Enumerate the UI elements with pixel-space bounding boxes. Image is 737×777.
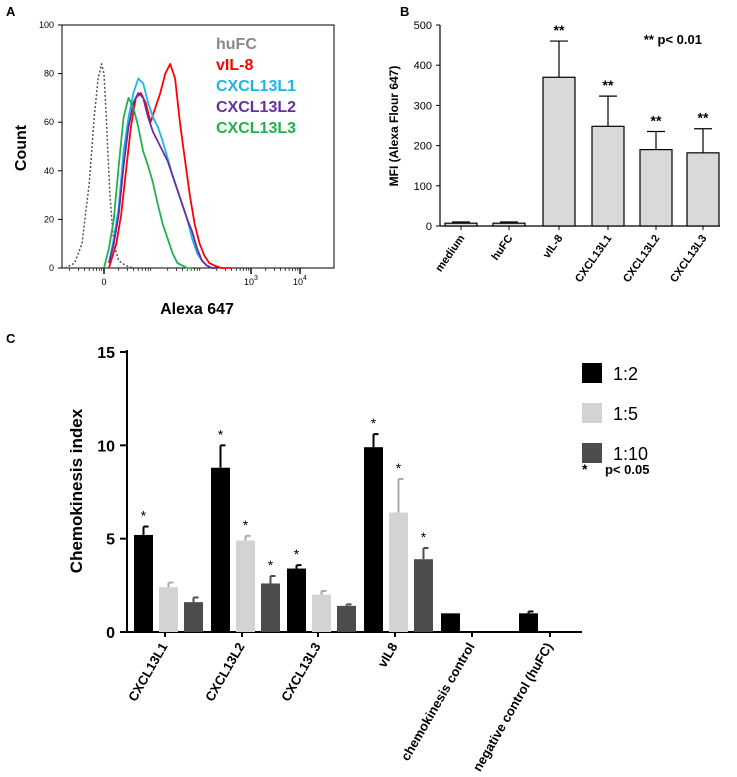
- panel-b-ytick-label: 400: [414, 60, 432, 72]
- significance-mark: **: [554, 22, 565, 38]
- panel-b-xtick-label: medium: [433, 233, 467, 275]
- bar-vil8-1-5: [389, 512, 408, 632]
- bar-cxcl13l1-1-5: [159, 587, 178, 632]
- bar-cxcl13l1-1-10: [184, 602, 203, 632]
- panel-label-a: A: [6, 4, 16, 19]
- panel-a-ylabel: Count: [13, 124, 30, 171]
- legend-label-1-10: 1:10: [613, 444, 648, 464]
- significance-mark: *: [141, 508, 147, 524]
- bar-cxcl13l3-1-2: [287, 568, 306, 632]
- panel-c-xtick-label: chemokinesis control: [398, 640, 478, 763]
- panel-a-xtick-label: 0: [101, 277, 106, 287]
- panel-a-ytick-label: 80: [44, 69, 54, 79]
- panel-b-xtick-label: CXCL13L2: [621, 233, 662, 285]
- significance-mark: *: [371, 415, 377, 431]
- panel-c-ytick-label: 10: [97, 438, 115, 455]
- panel-c-annotation-text: p< 0.05: [605, 462, 649, 477]
- legend-cxcl13l1: CXCL13L1: [216, 78, 296, 95]
- bar-cxcl13l2-1-10: [261, 583, 280, 632]
- panel-label-c: C: [6, 331, 16, 346]
- panel-c-xtick-label: CXCL13L2: [202, 640, 248, 704]
- significance-mark: *: [243, 517, 249, 533]
- bar-medium: [444, 222, 478, 227]
- bar-hufc: [492, 222, 526, 227]
- legend-hufc: huFC: [216, 36, 257, 53]
- bar-cxcl13l2: [639, 149, 673, 227]
- significance-mark: *: [396, 460, 402, 476]
- legend-label-1-2: 1:2: [613, 364, 638, 384]
- panel-a-xtick-label: 103: [244, 275, 258, 287]
- significance-mark: **: [603, 77, 614, 93]
- panel-b-xtick-label: huFC: [490, 233, 516, 263]
- panel-c-ytick-label: 5: [106, 532, 115, 549]
- panel-b-xtick-label: CXCL13L1: [573, 233, 614, 285]
- bar-cxcl13l3-1-5: [312, 594, 331, 632]
- panel-b-ylabel: MFI (Alexa Flour 647): [387, 66, 401, 187]
- panel-b-ytick-label: 0: [426, 221, 432, 233]
- legend-vil-8: vIL-8: [216, 57, 253, 74]
- bar-cxcl13l3-1-10: [337, 605, 356, 632]
- legend-label-1-5: 1:5: [613, 404, 638, 424]
- panel-a-ytick-label: 60: [44, 117, 54, 127]
- histogram-cxcl13l2: [108, 92, 217, 269]
- bar-chemokinesis-control-1-2: [441, 613, 460, 632]
- panel-a-xlabel: Alexa 647: [160, 301, 234, 318]
- bar-negative-control-hufc--1-2: [519, 613, 538, 632]
- bar-vil8-1-10: [414, 559, 433, 632]
- histogram-vil-8: [108, 63, 232, 269]
- bar-cxcl13l3: [686, 152, 720, 227]
- panel-c-xtick-label: negative control (huFC): [470, 640, 556, 774]
- histogram-hufc: [64, 63, 134, 269]
- bar-vil-8: [542, 76, 576, 227]
- panel-c-xtick-label: vIL8: [375, 640, 401, 670]
- panel-c-ytick-label: 0: [106, 625, 115, 642]
- panel-b-ytick-label: 200: [414, 141, 432, 153]
- legend-swatch-1-2: [582, 363, 602, 383]
- panel-a-histogram: 0 20 40 60 80 100 0 103 104 huFC vIL-8 CXCL13L1 CX…: [13, 20, 335, 318]
- bar-cxcl13l2-1-2: [211, 467, 230, 632]
- bar-vil8-1-2: [364, 447, 383, 632]
- legend-cxcl13l2: CXCL13L2: [216, 99, 296, 116]
- significance-mark: *: [294, 546, 300, 562]
- histogram-cxcl13l1: [108, 77, 217, 269]
- significance-mark: **: [698, 110, 709, 126]
- panel-c-ylabel: Chemokinesis index: [67, 408, 86, 573]
- panel-b-ytick-label: 100: [414, 181, 432, 193]
- legend-swatch-1-10: [582, 443, 602, 463]
- panel-b-ytick-label: 500: [414, 20, 432, 32]
- panel-b-ytick-label: 300: [414, 100, 432, 112]
- panel-b-bar-chart: 0 100 200 300 400 500 ** ** ** ** medium huFC vIL-…: [387, 20, 720, 285]
- legend-swatch-1-5: [582, 403, 602, 423]
- panel-c-xtick-label: CXCL13L1: [125, 640, 171, 704]
- significance-mark: **: [651, 113, 662, 129]
- legend-cxcl13l3: CXCL13L3: [216, 120, 296, 137]
- bar-cxcl13l1: [591, 125, 625, 227]
- panel-a-ytick-label: 40: [44, 166, 54, 176]
- bar-cxcl13l1-1-2: [134, 534, 153, 632]
- panel-a-ytick-label: 0: [49, 263, 54, 273]
- significance-mark: *: [421, 529, 427, 545]
- panel-b-xtick-label: vIL-8: [541, 233, 566, 261]
- significance-mark: *: [218, 426, 224, 442]
- panel-label-b: B: [400, 4, 409, 19]
- panel-c-annotation-star: *: [582, 461, 588, 477]
- panel-b-xtick-label: CXCL13L3: [668, 233, 709, 285]
- panel-a-ytick-label: 100: [39, 20, 54, 30]
- panel-a-frame: [61, 24, 335, 269]
- panel-b-annotation: ** p< 0.01: [644, 32, 702, 47]
- panel-c-xtick-label: CXCL13L3: [278, 640, 324, 704]
- panel-c-bar-chart: 0 5 10 15 * * * * * * * * CXCL13L1 CXCL13L2 CXCL13L3…: [67, 345, 649, 774]
- significance-mark: *: [268, 557, 274, 573]
- histogram-cxcl13l3: [103, 97, 193, 269]
- panel-c-ytick-label: 15: [97, 345, 115, 362]
- panel-a-ytick-label: 20: [44, 214, 54, 224]
- bar-cxcl13l2-1-5: [236, 540, 255, 632]
- panel-a-xtick-label: 104: [293, 275, 307, 287]
